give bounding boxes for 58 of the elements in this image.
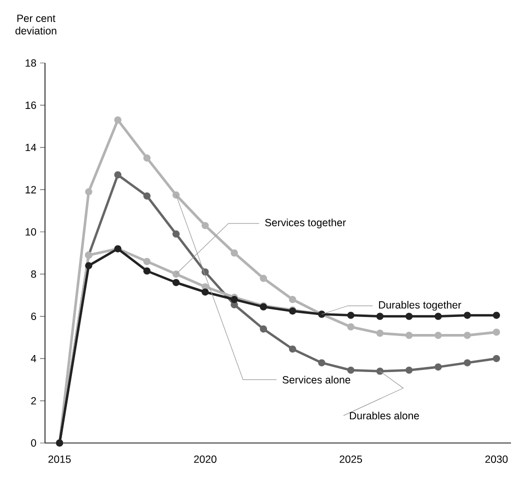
x-tick-label: 2030 — [485, 455, 508, 463]
y-tick-label: 14 — [26, 144, 36, 152]
point — [143, 192, 151, 200]
y-tick-label: 18 — [26, 59, 36, 67]
point — [464, 332, 471, 339]
point — [202, 222, 209, 230]
point — [260, 325, 268, 333]
point — [376, 368, 384, 375]
point — [288, 296, 296, 304]
x-tick-label: 2015 — [48, 455, 71, 463]
point — [405, 366, 413, 374]
point — [434, 332, 442, 339]
point — [143, 258, 151, 266]
point — [230, 296, 238, 304]
point — [318, 359, 326, 366]
point — [85, 262, 92, 270]
point — [172, 230, 180, 238]
point — [376, 312, 384, 320]
point — [405, 332, 413, 339]
point — [114, 116, 122, 124]
y-tick-label: 0 — [31, 439, 36, 447]
point — [172, 191, 180, 199]
point — [492, 328, 500, 336]
text: Services together — [265, 218, 346, 228]
point — [405, 312, 413, 320]
y-tick-label: 2 — [31, 397, 36, 404]
point — [143, 154, 151, 162]
point — [347, 323, 354, 330]
x-tick-label: 2025 — [340, 455, 362, 463]
text: Durables alone — [350, 412, 419, 420]
point — [202, 288, 209, 296]
point — [260, 274, 268, 282]
point — [347, 366, 354, 374]
point — [172, 270, 180, 278]
y-tick-label: 12 — [26, 186, 36, 194]
point — [464, 359, 471, 366]
point — [376, 330, 384, 337]
point — [434, 312, 442, 320]
point — [172, 278, 180, 286]
series-label: Durables together — [379, 300, 462, 311]
point — [85, 188, 92, 196]
point — [347, 312, 354, 319]
x-tick-label: 2020 — [194, 455, 216, 463]
y-tick-label: 10 — [26, 228, 36, 236]
point — [492, 354, 500, 362]
y-tick-label: 6 — [31, 312, 36, 320]
point — [288, 345, 296, 353]
y-tick-label: 8 — [31, 270, 36, 278]
y-tick-label: 16 — [26, 102, 36, 109]
y-tick-label: 4 — [30, 354, 36, 362]
y-axis-title: Per cent deviation — [16, 14, 56, 34]
point — [492, 312, 500, 319]
text: Services alone — [282, 376, 350, 384]
point — [143, 267, 151, 275]
point — [434, 363, 442, 371]
point — [464, 312, 471, 319]
point — [230, 249, 238, 257]
point — [114, 171, 122, 178]
